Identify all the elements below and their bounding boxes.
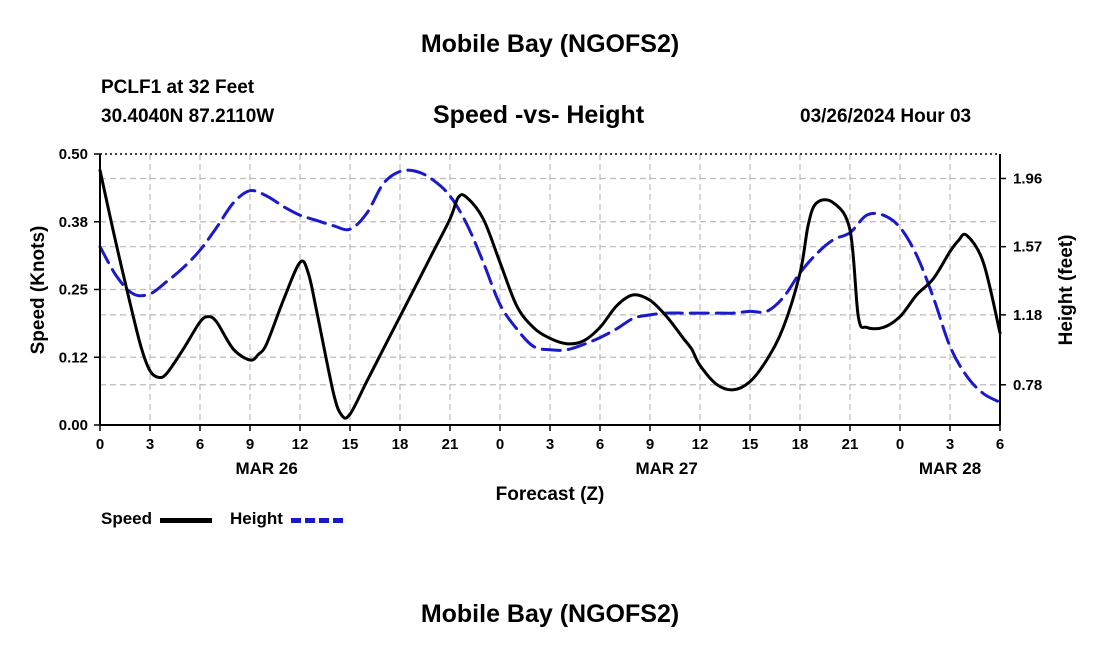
y-left-tick-label: 0.00 [59, 417, 88, 434]
date-label: MAR 26 [235, 459, 297, 478]
x-tick-label: 12 [692, 436, 709, 453]
x-tick-label: 0 [96, 436, 104, 453]
x-tick-label: 9 [646, 436, 654, 453]
x-tick-label: 15 [742, 436, 759, 453]
coordinates-label: 30.4040N 87.2110W [101, 106, 275, 127]
x-tick-label: 3 [546, 436, 554, 453]
y-left-tick-label: 0.12 [59, 349, 88, 366]
x-tick-label: 21 [842, 436, 859, 453]
speed-series-line [98, 168, 1002, 420]
y-left-tick-label: 0.50 [59, 146, 88, 163]
station-label: PCLF1 at 32 Feet [101, 77, 255, 98]
y-right-tick-label: 1.96 [1013, 170, 1042, 187]
series-layer [98, 168, 1002, 420]
y-right-tick-label: 1.57 [1013, 239, 1042, 256]
y-right-tick-label: 1.18 [1013, 307, 1042, 324]
chart-subtitle: Speed -vs- Height [433, 101, 645, 129]
x-tick-label: 15 [342, 436, 359, 453]
chart-title: Mobile Bay (NGOFS2) [420, 30, 680, 58]
y-left-tick-label: 0.25 [59, 282, 88, 299]
x-tick-label: 12 [292, 436, 309, 453]
y-right-tick-label: 0.78 [1013, 377, 1042, 394]
y-axis-left-title: Speed (Knots) [28, 226, 49, 355]
x-tick-label: 21 [442, 436, 459, 453]
grid [100, 154, 1000, 425]
x-tick-label: 0 [496, 436, 504, 453]
x-tick-label: 3 [946, 436, 954, 453]
date-label: MAR 27 [635, 459, 697, 478]
footer-title: Mobile Bay (NGOFS2) [420, 600, 680, 628]
y-left-tick-label: 0.38 [59, 214, 88, 231]
axes: 0 3 6 9 12 15 18 21 0 3 6 9 12 15 18 21 0 3 6 MAR 26 MAR 27 M… [59, 146, 1042, 478]
x-tick-label: 9 [246, 436, 254, 453]
date-label: MAR 28 [919, 459, 981, 478]
x-axis-title: Forecast (Z) [496, 484, 605, 505]
x-tick-label: 6 [996, 436, 1004, 453]
legend-speed-label: Speed [101, 509, 153, 528]
axis-labels: Forecast (Z) Speed (Knots) Height (feet) [28, 226, 1077, 505]
legend-height-line [291, 518, 343, 523]
legend-speed-line [160, 518, 212, 523]
datetime-label: 03/26/2024 Hour 03 [800, 106, 972, 127]
x-tick-label: 18 [392, 436, 409, 453]
x-tick-label: 6 [596, 436, 604, 453]
y-axis-right-title: Height (feet) [1056, 235, 1077, 346]
x-tick-label: 3 [146, 436, 154, 453]
x-tick-label: 18 [792, 436, 809, 453]
legend-height-label: Height [230, 509, 283, 528]
x-tick-label: 6 [196, 436, 204, 453]
x-tick-label: 0 [896, 436, 904, 453]
